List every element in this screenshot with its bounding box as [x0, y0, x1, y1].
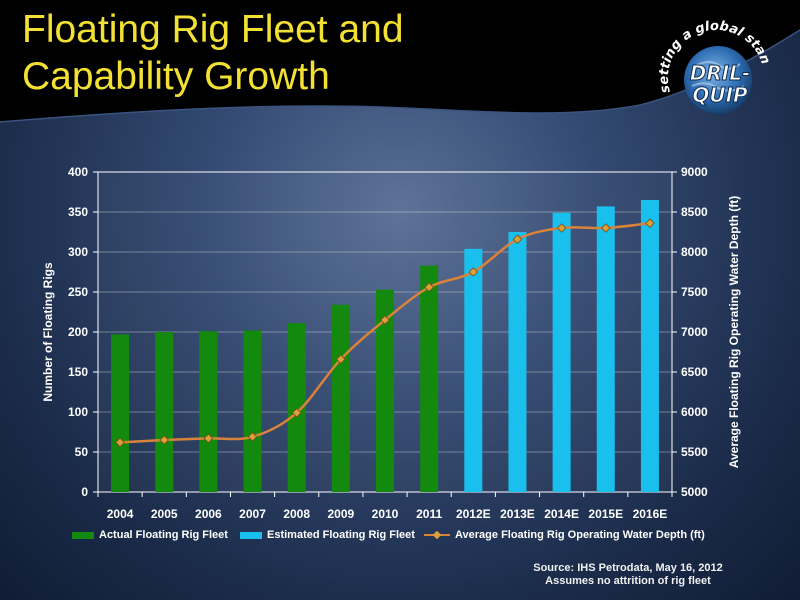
y-tick-label: 200 — [68, 325, 88, 339]
water-depth-marker — [645, 218, 655, 229]
source-line-2: Assumes no attrition of rig fleet — [545, 575, 711, 587]
x-tick-label: 2011 — [416, 507, 442, 521]
actual-fleet-bar — [420, 265, 439, 492]
x-tick-label: 2008 — [283, 507, 310, 521]
water-depth-marker — [424, 282, 434, 293]
water-depth-marker — [600, 223, 611, 233]
actual-fleet-bar — [155, 332, 174, 492]
estimated-fleet-bar — [596, 206, 615, 492]
legend-item-estimated: Estimated Floating Rig Fleet — [240, 529, 415, 541]
y-tick-label: 100 — [68, 405, 88, 419]
y2-tick-label: 7000 — [681, 325, 708, 339]
y-tick-label: 50 — [75, 445, 89, 459]
actual-fleet-bar — [243, 330, 262, 492]
y-tick-label: 350 — [68, 205, 88, 219]
x-tick-label: 2013E — [500, 507, 535, 521]
x-tick-label: 2012E — [456, 507, 491, 521]
actual-fleet-bar — [287, 323, 306, 492]
y2-tick-label: 6500 — [681, 365, 708, 379]
legend-label-estimated: Estimated Floating Rig Fleet — [267, 529, 415, 541]
y2-tick-label: 5500 — [681, 445, 708, 459]
y2-axis-title: Average Floating Rig Operating Water Dep… — [727, 196, 741, 468]
actual-fleet-bar — [376, 289, 394, 492]
estimated-fleet-bar — [464, 248, 483, 492]
y2-tick-label: 9000 — [681, 165, 708, 179]
x-tick-label: 2015E — [588, 507, 623, 521]
y2-tick-label: 8500 — [681, 205, 708, 219]
chart-legend: Actual Floating Rig Fleet Estimated Floa… — [72, 529, 752, 547]
water-depth-marker — [159, 435, 170, 445]
title-line-2: Capability Growth — [22, 55, 330, 98]
x-tick-label: 2004 — [107, 507, 134, 521]
legend-label-depth: Average Floating Rig Operating Water Dep… — [455, 529, 705, 541]
y-axis-title: Number of Floating Rigs — [41, 262, 55, 402]
y2-tick-label: 6000 — [681, 405, 708, 419]
dril-quip-logo: setting a global standard DRIL- QUIP — [640, 14, 773, 114]
y-tick-label: 150 — [68, 365, 88, 379]
y-tick-label: 400 — [68, 165, 88, 179]
source-line-1: Source: IHS Petrodata, May 16, 2012 — [533, 562, 723, 574]
water-depth-marker — [336, 354, 346, 365]
x-tick-label: 2016E — [633, 507, 668, 521]
x-tick-label: 2014E — [544, 507, 579, 521]
x-tick-label: 2010 — [372, 507, 399, 521]
source-note: Source: IHS Petrodata, May 16, 2012 Assu… — [478, 562, 778, 588]
y-tick-label: 0 — [81, 485, 88, 499]
logo-name-line-1: DRIL- — [690, 61, 751, 85]
actual-fleet-bar — [111, 334, 130, 492]
logo-name-line-2: QUIP — [692, 83, 748, 107]
actual-fleet-bar — [199, 331, 218, 492]
legend-item-depth: Average Floating Rig Operating Water Dep… — [424, 529, 705, 541]
y2-tick-label: 5000 — [681, 485, 708, 499]
water-depth-marker — [115, 437, 125, 448]
y-tick-label: 300 — [68, 245, 88, 259]
y2-tick-label: 8000 — [681, 245, 708, 259]
legend-label-actual: Actual Floating Rig Fleet — [99, 529, 228, 541]
legend-item-actual: Actual Floating Rig Fleet — [72, 529, 228, 541]
x-tick-label: 2007 — [239, 507, 266, 521]
estimated-fleet-bar — [640, 200, 659, 492]
y-tick-label: 250 — [68, 285, 88, 299]
water-depth-marker — [556, 223, 567, 233]
x-tick-label: 2009 — [327, 507, 354, 521]
legend-swatch-actual — [72, 531, 94, 539]
water-depth-marker — [247, 431, 258, 442]
legend-swatch-depth — [424, 531, 450, 539]
estimated-fleet-bar — [508, 232, 527, 492]
water-depth-marker — [468, 267, 479, 277]
water-depth-marker — [380, 315, 390, 325]
x-tick-label: 2006 — [195, 507, 222, 521]
actual-fleet-bar — [331, 304, 350, 492]
title-line-1: Floating Rig Fleet and — [22, 8, 404, 51]
water-depth-marker — [291, 407, 302, 418]
legend-swatch-estimated — [240, 531, 262, 539]
estimated-fleet-bar — [552, 212, 571, 493]
slide-title: Floating Rig Fleet and Capability Growth — [22, 6, 582, 100]
x-tick-label: 2005 — [151, 507, 178, 521]
y2-tick-label: 7500 — [681, 285, 708, 299]
water-depth-marker — [203, 433, 214, 444]
water-depth-marker — [512, 234, 523, 245]
